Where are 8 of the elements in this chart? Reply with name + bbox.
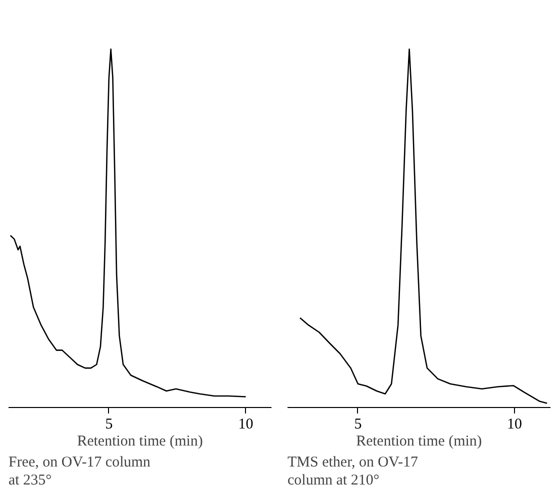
text: TMS ether, on OV-17 column at 210° (288, 454, 419, 488)
x-tick-label: 5 (354, 416, 362, 432)
x-tick-label: 10 (238, 416, 254, 432)
x-tick-label: 5 (105, 416, 113, 432)
x-axis-title: Retention time (min) (77, 434, 203, 450)
text: Free, on OV-17 column at 235° (8, 454, 151, 488)
x-axis-title: Retention time (min) (356, 434, 482, 450)
x-tick-label: 10 (506, 416, 522, 432)
